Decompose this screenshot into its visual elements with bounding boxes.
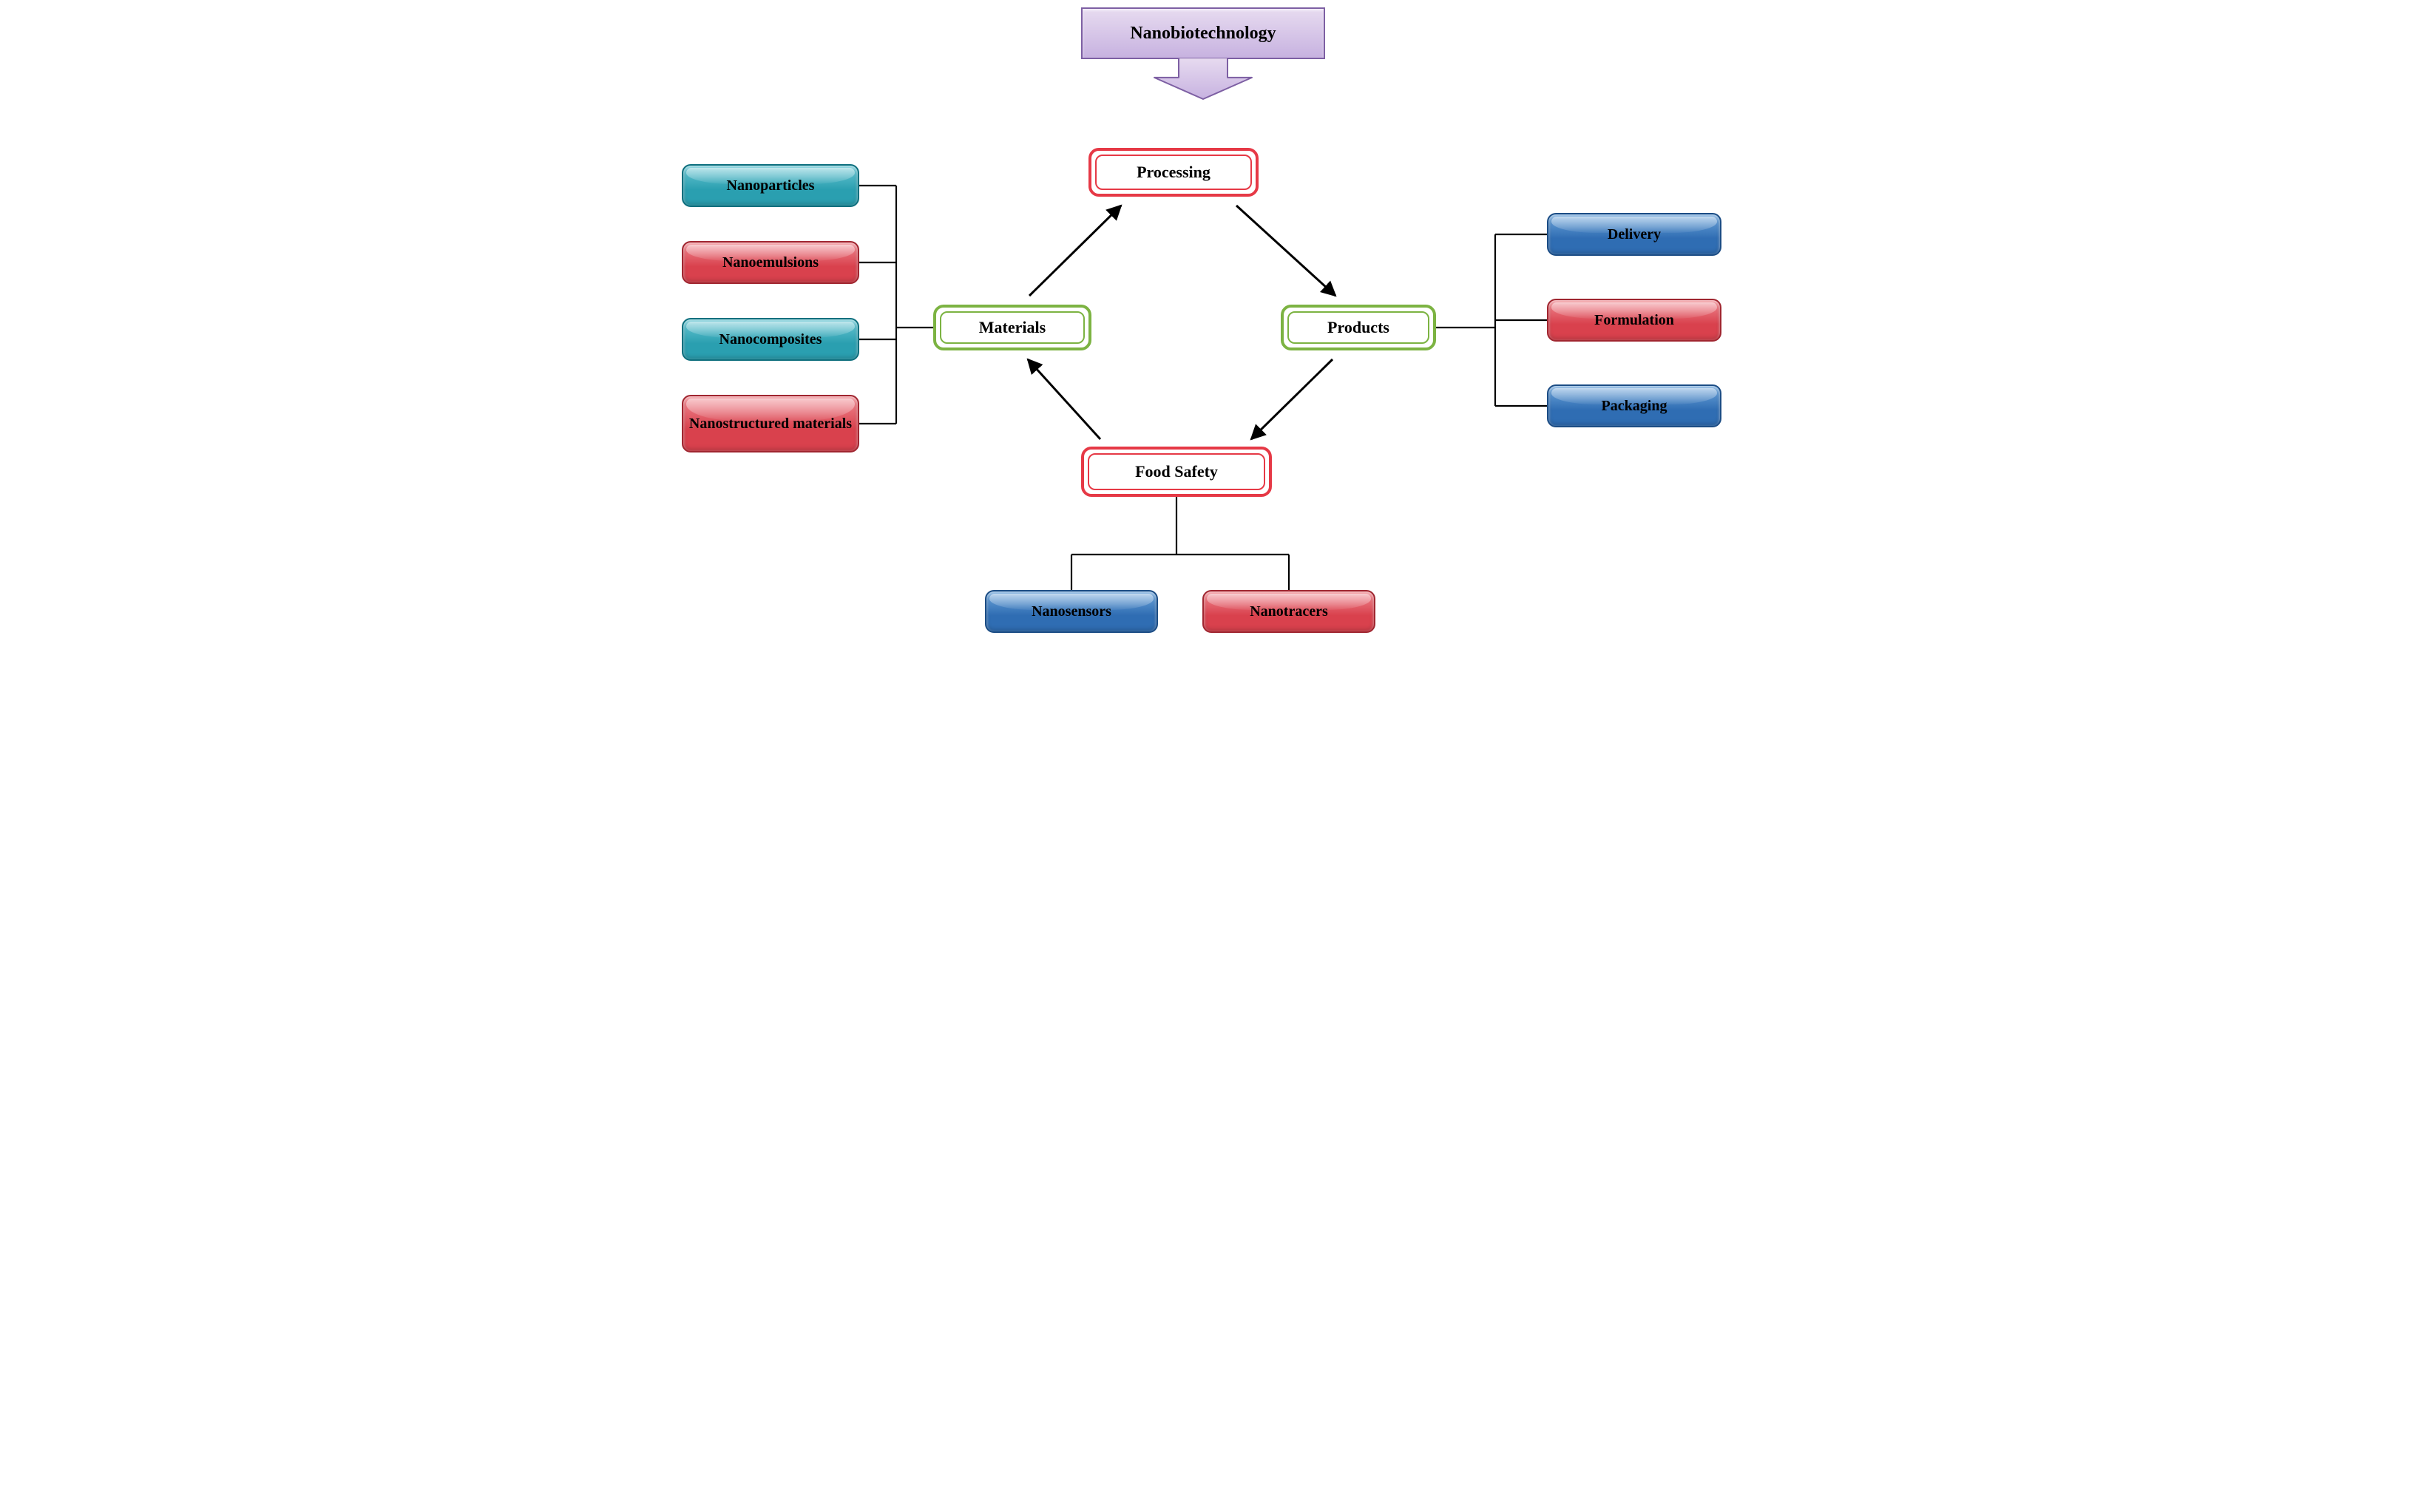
foodsafety-connector: [1071, 497, 1289, 590]
down-arrow-icon: [1081, 58, 1325, 105]
products-connector: [1436, 234, 1547, 406]
processing-to-products: [1236, 206, 1335, 296]
node-products-label: Products: [1323, 319, 1394, 336]
node-formulation: Formulation: [1547, 299, 1721, 342]
diagram-stage: Nanobiotechnology Processing Materials P…: [667, 0, 1754, 680]
node-materials-label: Materials: [975, 319, 1050, 336]
node-nanotracers-label: Nanotracers: [1245, 603, 1333, 620]
materials-connector: [859, 186, 933, 424]
node-processing: Processing: [1088, 148, 1259, 197]
node-delivery-label: Delivery: [1603, 226, 1665, 243]
node-nanostructured-materials: Nanostructured materials: [682, 395, 859, 452]
node-food-safety-label: Food Safety: [1131, 463, 1222, 481]
node-delivery: Delivery: [1547, 213, 1721, 256]
node-nanosensors: Nanosensors: [985, 590, 1158, 633]
products-to-foodsafety: [1251, 359, 1333, 439]
materials-to-processing: [1029, 206, 1121, 296]
node-nanocomposites-label: Nanocomposites: [715, 331, 827, 348]
node-nanoemulsions: Nanoemulsions: [682, 241, 859, 284]
node-nanotracers: Nanotracers: [1202, 590, 1375, 633]
node-processing-label: Processing: [1132, 163, 1215, 181]
node-materials: Materials: [933, 305, 1091, 350]
node-nanocomposites: Nanocomposites: [682, 318, 859, 361]
node-nanoemulsions-label: Nanoemulsions: [718, 254, 823, 271]
node-packaging: Packaging: [1547, 384, 1721, 427]
node-products: Products: [1281, 305, 1436, 350]
node-nanostructured-materials-label: Nanostructured materials: [685, 416, 856, 432]
title-banner: Nanobiotechnology: [1081, 7, 1325, 101]
node-nanoparticles-label: Nanoparticles: [722, 177, 819, 194]
node-formulation-label: Formulation: [1590, 312, 1679, 328]
foodsafety-to-materials: [1028, 359, 1100, 439]
node-food-safety: Food Safety: [1081, 447, 1272, 497]
node-nanoparticles: Nanoparticles: [682, 164, 859, 207]
node-nanosensors-label: Nanosensors: [1027, 603, 1116, 620]
title-banner-label: Nanobiotechnology: [1125, 24, 1280, 43]
node-packaging-label: Packaging: [1597, 398, 1672, 414]
title-banner-body: Nanobiotechnology: [1081, 7, 1325, 59]
